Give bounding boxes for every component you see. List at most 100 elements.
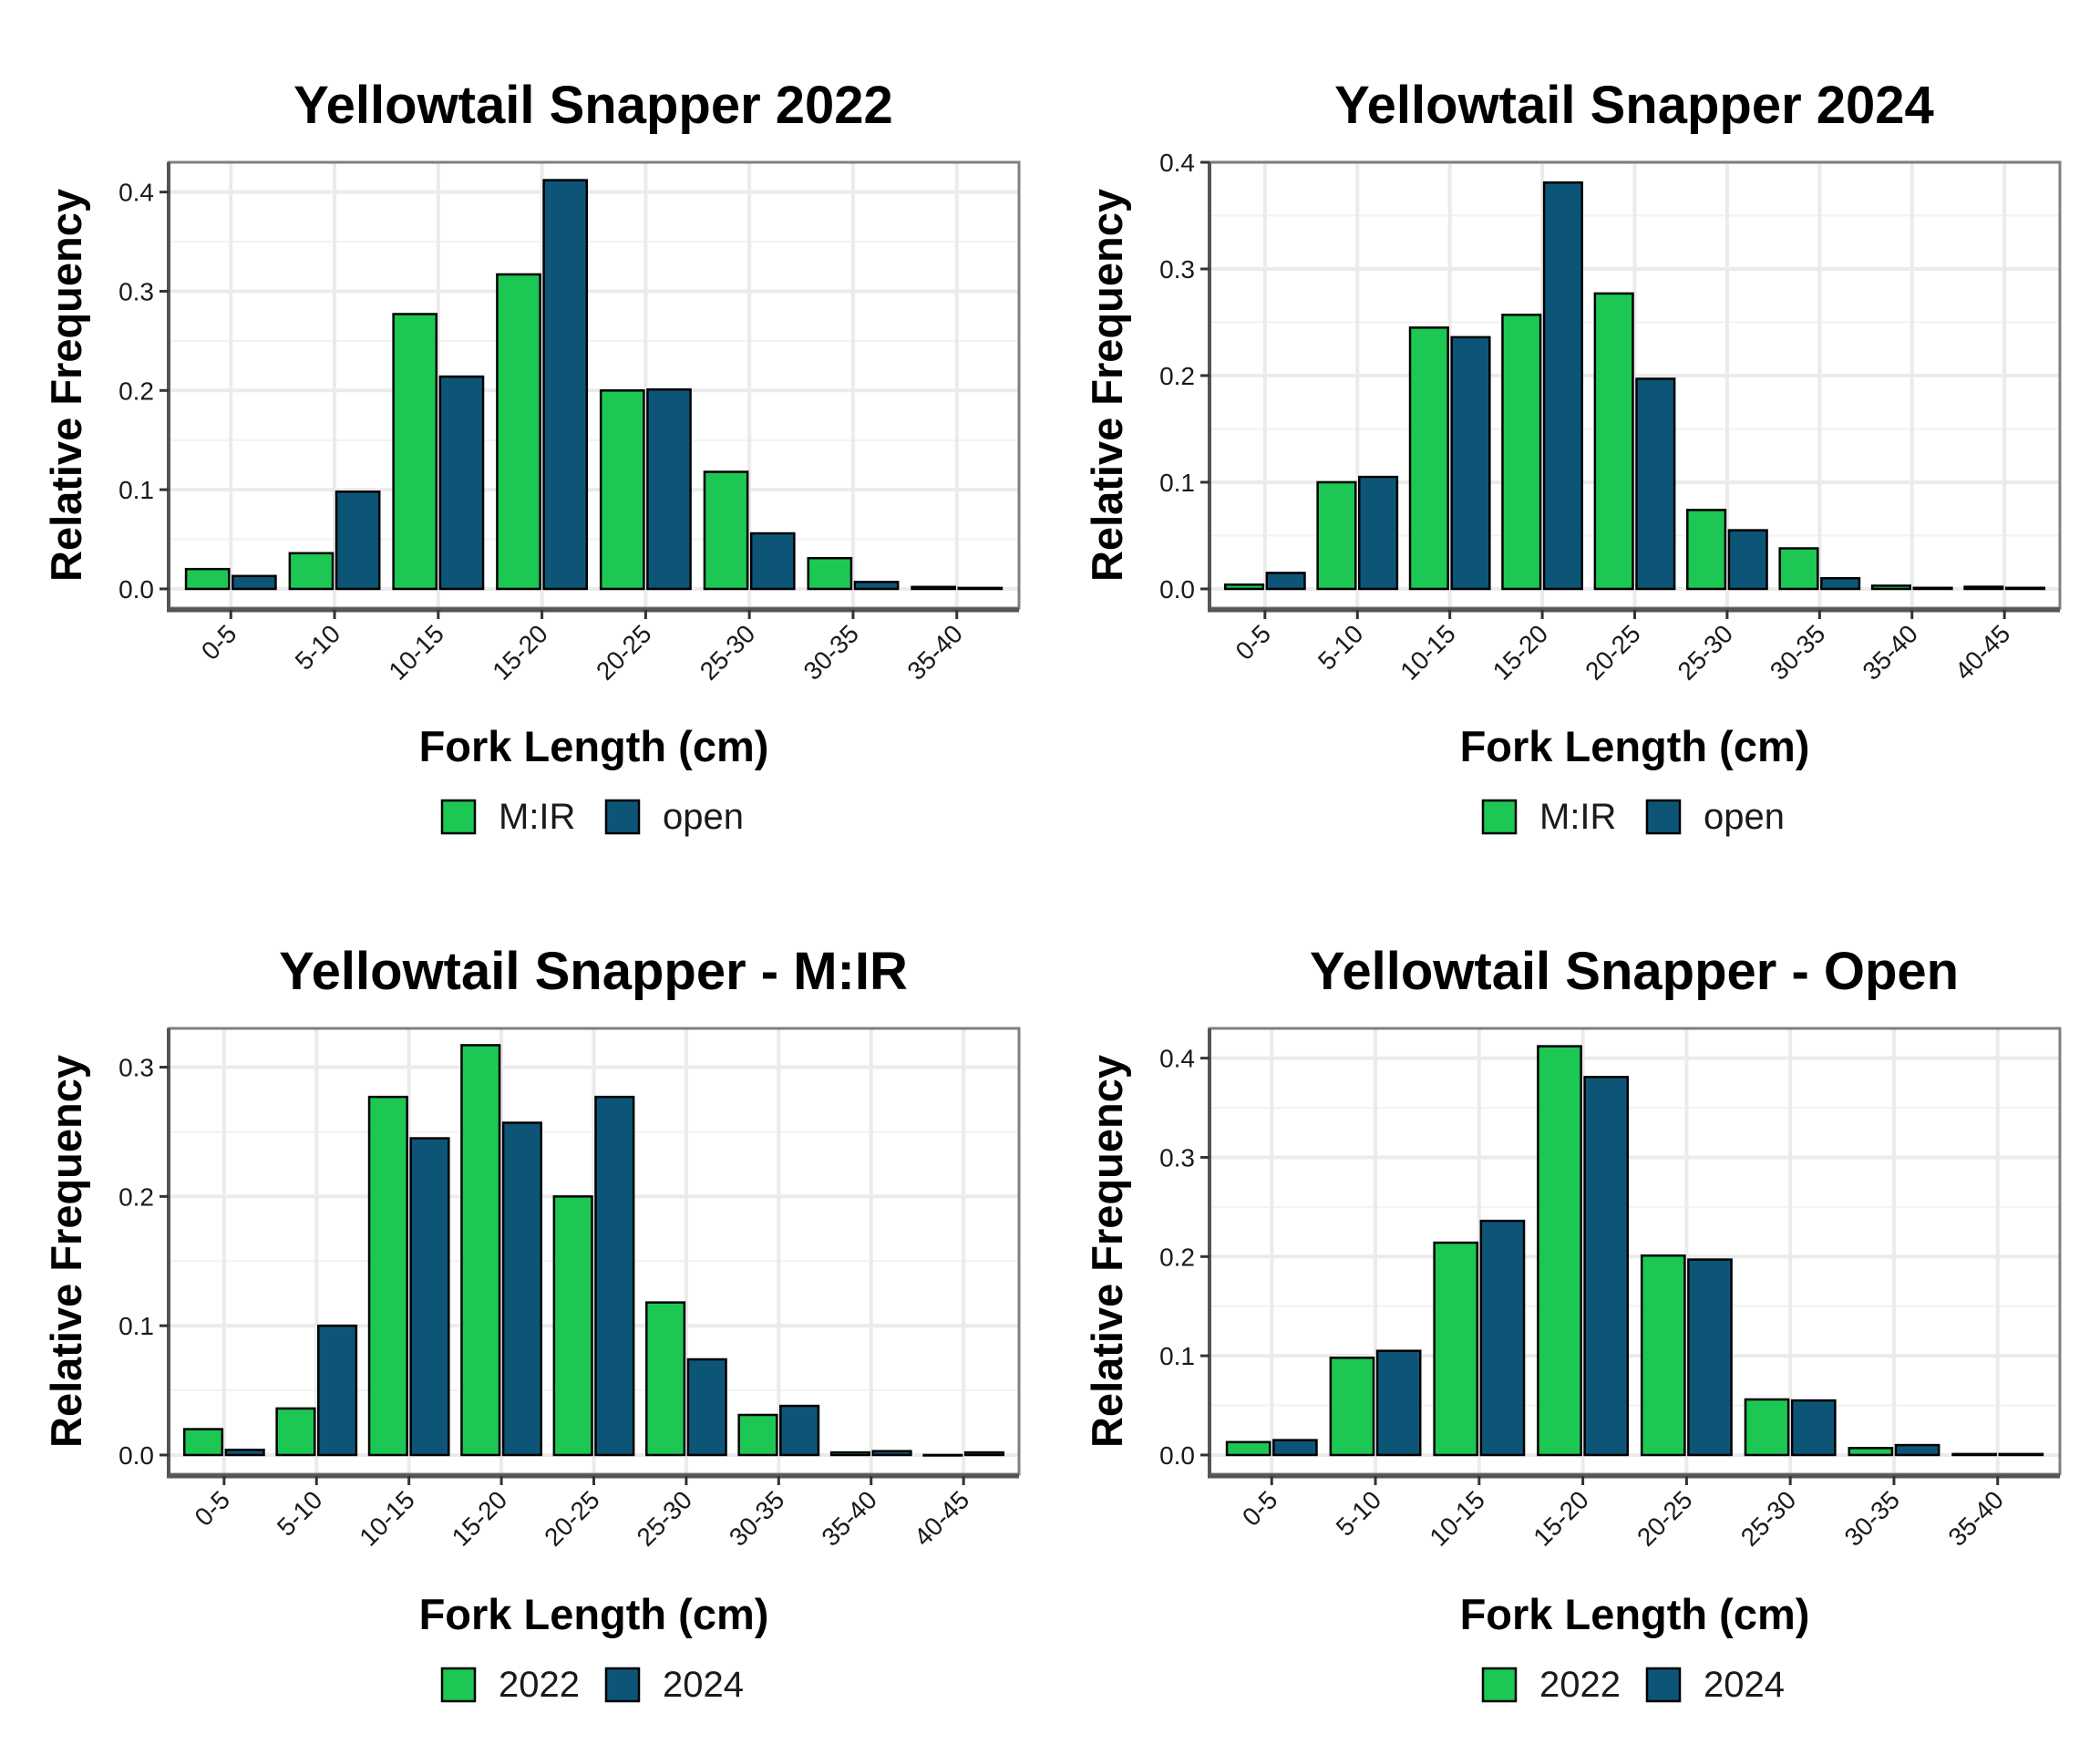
- legend-label: 2024: [663, 1665, 744, 1705]
- bar-20-25-M:IR: [1593, 292, 1634, 591]
- legend-swatch-2022: [1481, 1667, 1518, 1703]
- legend-swatch-2022: [440, 1667, 477, 1703]
- chart-title: Yellowtail Snapper 2024: [1334, 76, 1934, 135]
- chart-panel-3: 0.0 0.1 0.2 0.3 0-5 5-10 10-15 15-20 20-25 25-30 3…: [42, 942, 1021, 1705]
- bar-35-40-2024: [871, 1450, 912, 1457]
- x-tick-label: 35-40: [901, 619, 968, 686]
- legend: M:IR open: [440, 797, 744, 837]
- y-axis-title: Relative Frequency: [42, 1055, 90, 1448]
- bar-25-30-2022: [1744, 1398, 1790, 1457]
- y-tick-label: 0.2: [118, 377, 154, 405]
- bar-20-25-2022: [1640, 1254, 1686, 1457]
- x-tick-label: 20-25: [1632, 1485, 1698, 1552]
- bar-30-35-2024: [1894, 1443, 1940, 1457]
- x-tick-label: 30-35: [1765, 619, 1831, 686]
- x-tick-label: 20-25: [539, 1485, 605, 1552]
- bar-0-5-2022: [1225, 1440, 1271, 1457]
- bar-10-15-M:IR: [1408, 326, 1449, 591]
- bar-20-25-M:IR: [599, 389, 645, 591]
- x-tick-label: 30-35: [724, 1485, 790, 1552]
- chart-panel-1: 0.0 0.1 0.2 0.3 0.4 0-5 5-10 10-15 15-20 20-25 25-…: [42, 76, 1021, 837]
- legend-swatch-M:IR: [1481, 799, 1518, 835]
- x-tick-label: 5-10: [1312, 619, 1369, 676]
- x-tick-label: 25-30: [1735, 1485, 1802, 1552]
- bar-15-20-2024: [501, 1121, 542, 1457]
- bar-10-15-2022: [367, 1095, 408, 1457]
- bar-5-10-open: [1358, 475, 1399, 591]
- bar-5-10-2022: [1329, 1357, 1375, 1457]
- legend-label: 2022: [1539, 1665, 1621, 1705]
- y-tick-label: 0.4: [1159, 1045, 1195, 1073]
- bar-35-40-open: [1912, 586, 1953, 591]
- bar-25-30-open: [1727, 529, 1768, 591]
- x-tick-label: 15-20: [487, 619, 553, 686]
- bar-35-40-2022: [1951, 1452, 1997, 1457]
- y-axis-title: Relative Frequency: [1083, 1055, 1131, 1448]
- x-tick-label: 0-5: [1237, 1485, 1283, 1532]
- y-tick-label: 0.3: [118, 277, 154, 305]
- bar-20-25-2024: [1687, 1258, 1733, 1457]
- bar-15-20-2024: [1583, 1076, 1630, 1457]
- y-tick-label: 0.3: [118, 1054, 154, 1082]
- chart-panel-2: 0.0 0.1 0.2 0.3 0.4 0-5 5-10 10-15 15-20 20-25 25-…: [1083, 76, 2062, 837]
- x-tick-label: 15-20: [447, 1485, 513, 1552]
- legend: 2022 2024: [1481, 1665, 1785, 1705]
- legend-label: open: [663, 797, 744, 837]
- bar-40-45-2024: [963, 1450, 1005, 1457]
- y-tick-label: 0.0: [1159, 575, 1195, 604]
- x-tick-label: 40-45: [909, 1485, 975, 1552]
- bar-25-30-M:IR: [703, 470, 749, 591]
- bar-10-15-2024: [1479, 1219, 1526, 1457]
- x-tick-label: 0-5: [190, 1485, 236, 1532]
- bar-30-35-M:IR: [1778, 547, 1819, 591]
- chart-title: Yellowtail Snapper - Open: [1310, 942, 1959, 1001]
- y-tick-label: 0.4: [118, 179, 154, 207]
- bar-30-35-2022: [737, 1413, 778, 1457]
- bar-25-30-2024: [1790, 1399, 1837, 1457]
- y-axis-title: Relative Frequency: [42, 189, 90, 582]
- x-tick-label: 10-15: [1425, 1485, 1491, 1552]
- y-tick-label: 0.0: [118, 1441, 154, 1470]
- x-tick-label: 30-35: [1839, 1485, 1906, 1552]
- bar-35-40-open: [957, 586, 1004, 591]
- y-tick-label: 0.2: [1159, 362, 1195, 390]
- bar-0-5-2024: [1272, 1439, 1318, 1457]
- bar-10-15-open: [1450, 336, 1491, 591]
- x-tick-label: 35-40: [816, 1485, 882, 1552]
- x-tick-label: 25-30: [695, 619, 761, 686]
- bar-10-15-open: [438, 375, 485, 591]
- bar-20-25-open: [1635, 377, 1676, 591]
- legend-swatch-open: [1645, 799, 1682, 835]
- legend-label: 2024: [1704, 1665, 1785, 1705]
- bar-20-25-open: [646, 387, 692, 591]
- x-tick-label: 25-30: [632, 1485, 698, 1552]
- legend-label: open: [1704, 797, 1785, 837]
- y-tick-label: 0.1: [118, 476, 154, 504]
- bar-35-40-2024: [1998, 1452, 2044, 1457]
- bar-35-40-2022: [829, 1450, 870, 1457]
- legend: M:IR open: [1481, 797, 1785, 837]
- bar-15-20-M:IR: [1501, 314, 1542, 591]
- x-tick-label: 10-15: [384, 619, 450, 686]
- x-axis-title: Fork Length (cm): [419, 722, 769, 770]
- x-tick-label: 35-40: [1857, 619, 1923, 686]
- bar-5-10-2024: [1375, 1349, 1422, 1457]
- x-tick-label: 15-20: [1488, 619, 1554, 686]
- bar-5-10-M:IR: [288, 552, 335, 591]
- chart-panel-4: 0.0 0.1 0.2 0.3 0.4 0-5 5-10 10-15 15-20 20-25 25-…: [1083, 942, 2062, 1705]
- bar-30-35-M:IR: [807, 556, 853, 591]
- plot-background: [169, 162, 1019, 608]
- x-tick-label: 40-45: [1950, 619, 2016, 686]
- bar-10-15-2024: [409, 1137, 450, 1457]
- bar-0-5-open: [232, 574, 277, 591]
- bar-15-20-2022: [460, 1044, 501, 1457]
- bar-30-35-open: [853, 581, 900, 591]
- legend-label: M:IR: [499, 797, 575, 837]
- bar-5-10-open: [335, 490, 381, 591]
- y-tick-label: 0.2: [1159, 1243, 1195, 1271]
- bar-15-20-open: [542, 179, 589, 591]
- legend-swatch-2024: [604, 1667, 641, 1703]
- y-tick-label: 0.2: [118, 1182, 154, 1211]
